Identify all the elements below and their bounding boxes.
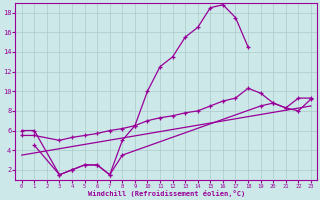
X-axis label: Windchill (Refroidissement éolien,°C): Windchill (Refroidissement éolien,°C): [88, 190, 245, 197]
